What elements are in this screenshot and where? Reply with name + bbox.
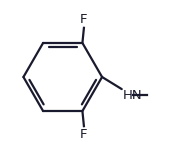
Text: HN: HN — [123, 89, 143, 102]
Text: F: F — [80, 128, 88, 141]
Text: F: F — [80, 13, 88, 26]
